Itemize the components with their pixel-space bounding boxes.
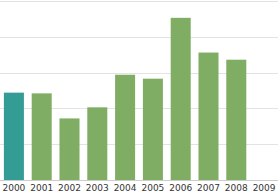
x-tick-label: 2009 [253, 183, 276, 193]
x-tick-label: 2001 [30, 183, 53, 193]
chart-container: 2000 2001 2002 2003 2004 2005 2006 2007 2008 2009 [0, 0, 280, 195]
bar [59, 118, 79, 180]
chart: 2000 2001 2002 2003 2004 2005 2006 2007 2008 2009 [0, 0, 280, 195]
bar [226, 60, 246, 180]
x-tick-label: 2004 [114, 183, 137, 193]
x-tick-label: 2003 [86, 183, 109, 193]
x-tick-label: 2007 [197, 183, 220, 193]
bar [143, 79, 163, 180]
x-tick-label: 2005 [141, 183, 164, 193]
x-tick-label: 2006 [169, 183, 192, 193]
bars [4, 18, 246, 180]
x-tick-label: 2002 [58, 183, 81, 193]
bar [4, 93, 24, 180]
x-tick-label: 2000 [2, 183, 25, 193]
bar [115, 75, 135, 180]
bar [32, 93, 52, 180]
x-tick-label: 2008 [225, 183, 248, 193]
bar [171, 18, 191, 180]
grid-line [0, 1, 278, 2]
bar [198, 53, 218, 180]
grid-line [0, 180, 278, 181]
grid-line [0, 37, 278, 38]
bar [87, 107, 107, 180]
